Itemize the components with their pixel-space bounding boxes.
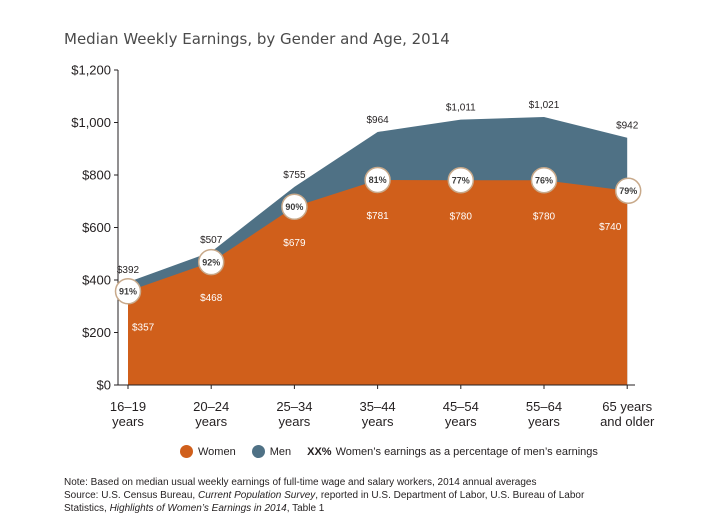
men-data-label: $1,011 [446, 103, 476, 114]
source-text-2: Statistics, [64, 503, 110, 514]
source-title: Current Population Survey [197, 490, 316, 501]
women-data-label: $679 [283, 238, 306, 249]
percentage-label: 91% [119, 286, 137, 296]
women-data-label: $740 [599, 222, 622, 233]
legend: Women Men XX% Women’s earnings as a perc… [180, 445, 614, 458]
percentage-circle [530, 167, 558, 194]
percentage-circle [614, 177, 642, 204]
series-women-area [128, 179, 628, 385]
legend-item-men: Men [251, 445, 292, 458]
y-tick-label: $1,200 [71, 63, 111, 78]
x-tick-label: 45–54 [443, 399, 479, 414]
x-tick-label: 35–44 [360, 399, 396, 414]
x-tick-label: 20–24 [193, 399, 229, 414]
x-tick-label: 16–19 [110, 399, 146, 414]
area-chart: $0$200$400$600$800$1,000$1,20016–19years… [71, 63, 655, 430]
source-text-cont: , reported in U.S. Department of Labor, … [315, 490, 585, 501]
men-data-label: $1,021 [529, 100, 560, 111]
y-tick-label: $600 [82, 220, 111, 235]
x-tick-label: 55–64 [526, 399, 562, 414]
legend-item-percentage: XX% Women’s earnings as a percentage of … [307, 446, 598, 458]
men-data-label: $392 [117, 265, 140, 276]
legend-label-women: Women [198, 445, 236, 458]
percentage-label: 77% [452, 175, 470, 185]
women-swatch [180, 445, 193, 458]
legend-pct-text: Women’s earnings as a percentage of men’… [335, 445, 598, 458]
women-data-label: $781 [366, 211, 389, 222]
percentage-circle [197, 248, 225, 276]
women-data-label: $780 [450, 211, 473, 222]
y-tick-label: $1,000 [71, 115, 111, 130]
percentage-label: 90% [285, 202, 303, 212]
women-data-label: $357 [132, 322, 155, 333]
men-data-label: $942 [616, 121, 639, 132]
x-tick-label-line2: years [195, 414, 227, 429]
notes: Note: Based on median usual weekly earni… [64, 476, 694, 515]
source-line-2: Statistics, Highlights of Women’s Earnin… [64, 502, 694, 515]
source-text-2-cont: , Table 1 [286, 503, 325, 514]
percentage-circle [281, 193, 308, 221]
men-data-label: $755 [283, 170, 306, 181]
x-tick-label-line2: years [279, 414, 311, 429]
percentage-label: 81% [369, 175, 387, 185]
x-tick-label: 65 years [602, 399, 652, 414]
percentage-circle [114, 278, 142, 305]
men-swatch [251, 445, 265, 458]
x-tick-label-line2: and older [600, 414, 655, 429]
percentage-label: 92% [202, 257, 220, 267]
x-tick-label-line2: years [112, 414, 144, 429]
men-data-label: $507 [200, 235, 223, 246]
x-tick-label-line2: years [362, 414, 394, 429]
women-data-label: $468 [200, 293, 223, 304]
source-text: Source: U.S. Census Bureau, [64, 490, 198, 501]
note-line: Note: Based on median usual weekly earni… [64, 477, 537, 488]
percentage-circle [447, 167, 475, 194]
y-tick-label: $800 [82, 168, 111, 183]
legend-label-men: Men [269, 445, 292, 458]
x-tick-label-line2: years [528, 414, 560, 429]
percentage-label: 79% [619, 186, 637, 196]
legend-item-women: Women [180, 445, 236, 458]
chart-title: Median Weekly Earnings, by Gender and Ag… [64, 30, 450, 48]
y-tick-label: $400 [82, 273, 111, 288]
percentage-label: 76% [535, 175, 553, 185]
x-tick-label-line2: years [445, 414, 477, 429]
legend-pct-marker: XX% [307, 445, 332, 458]
y-tick-label: $200 [82, 325, 111, 340]
x-tick-label: 25–34 [276, 399, 312, 414]
men-data-label: $964 [366, 115, 389, 126]
source-line: Source: U.S. Census Bureau, Current Popu… [64, 489, 694, 502]
percentage-circle [364, 166, 391, 194]
source-title-2: Highlights of Women’s Earnings in 2014 [109, 503, 287, 514]
women-data-label: $780 [533, 211, 556, 222]
y-tick-label: $0 [97, 378, 111, 393]
